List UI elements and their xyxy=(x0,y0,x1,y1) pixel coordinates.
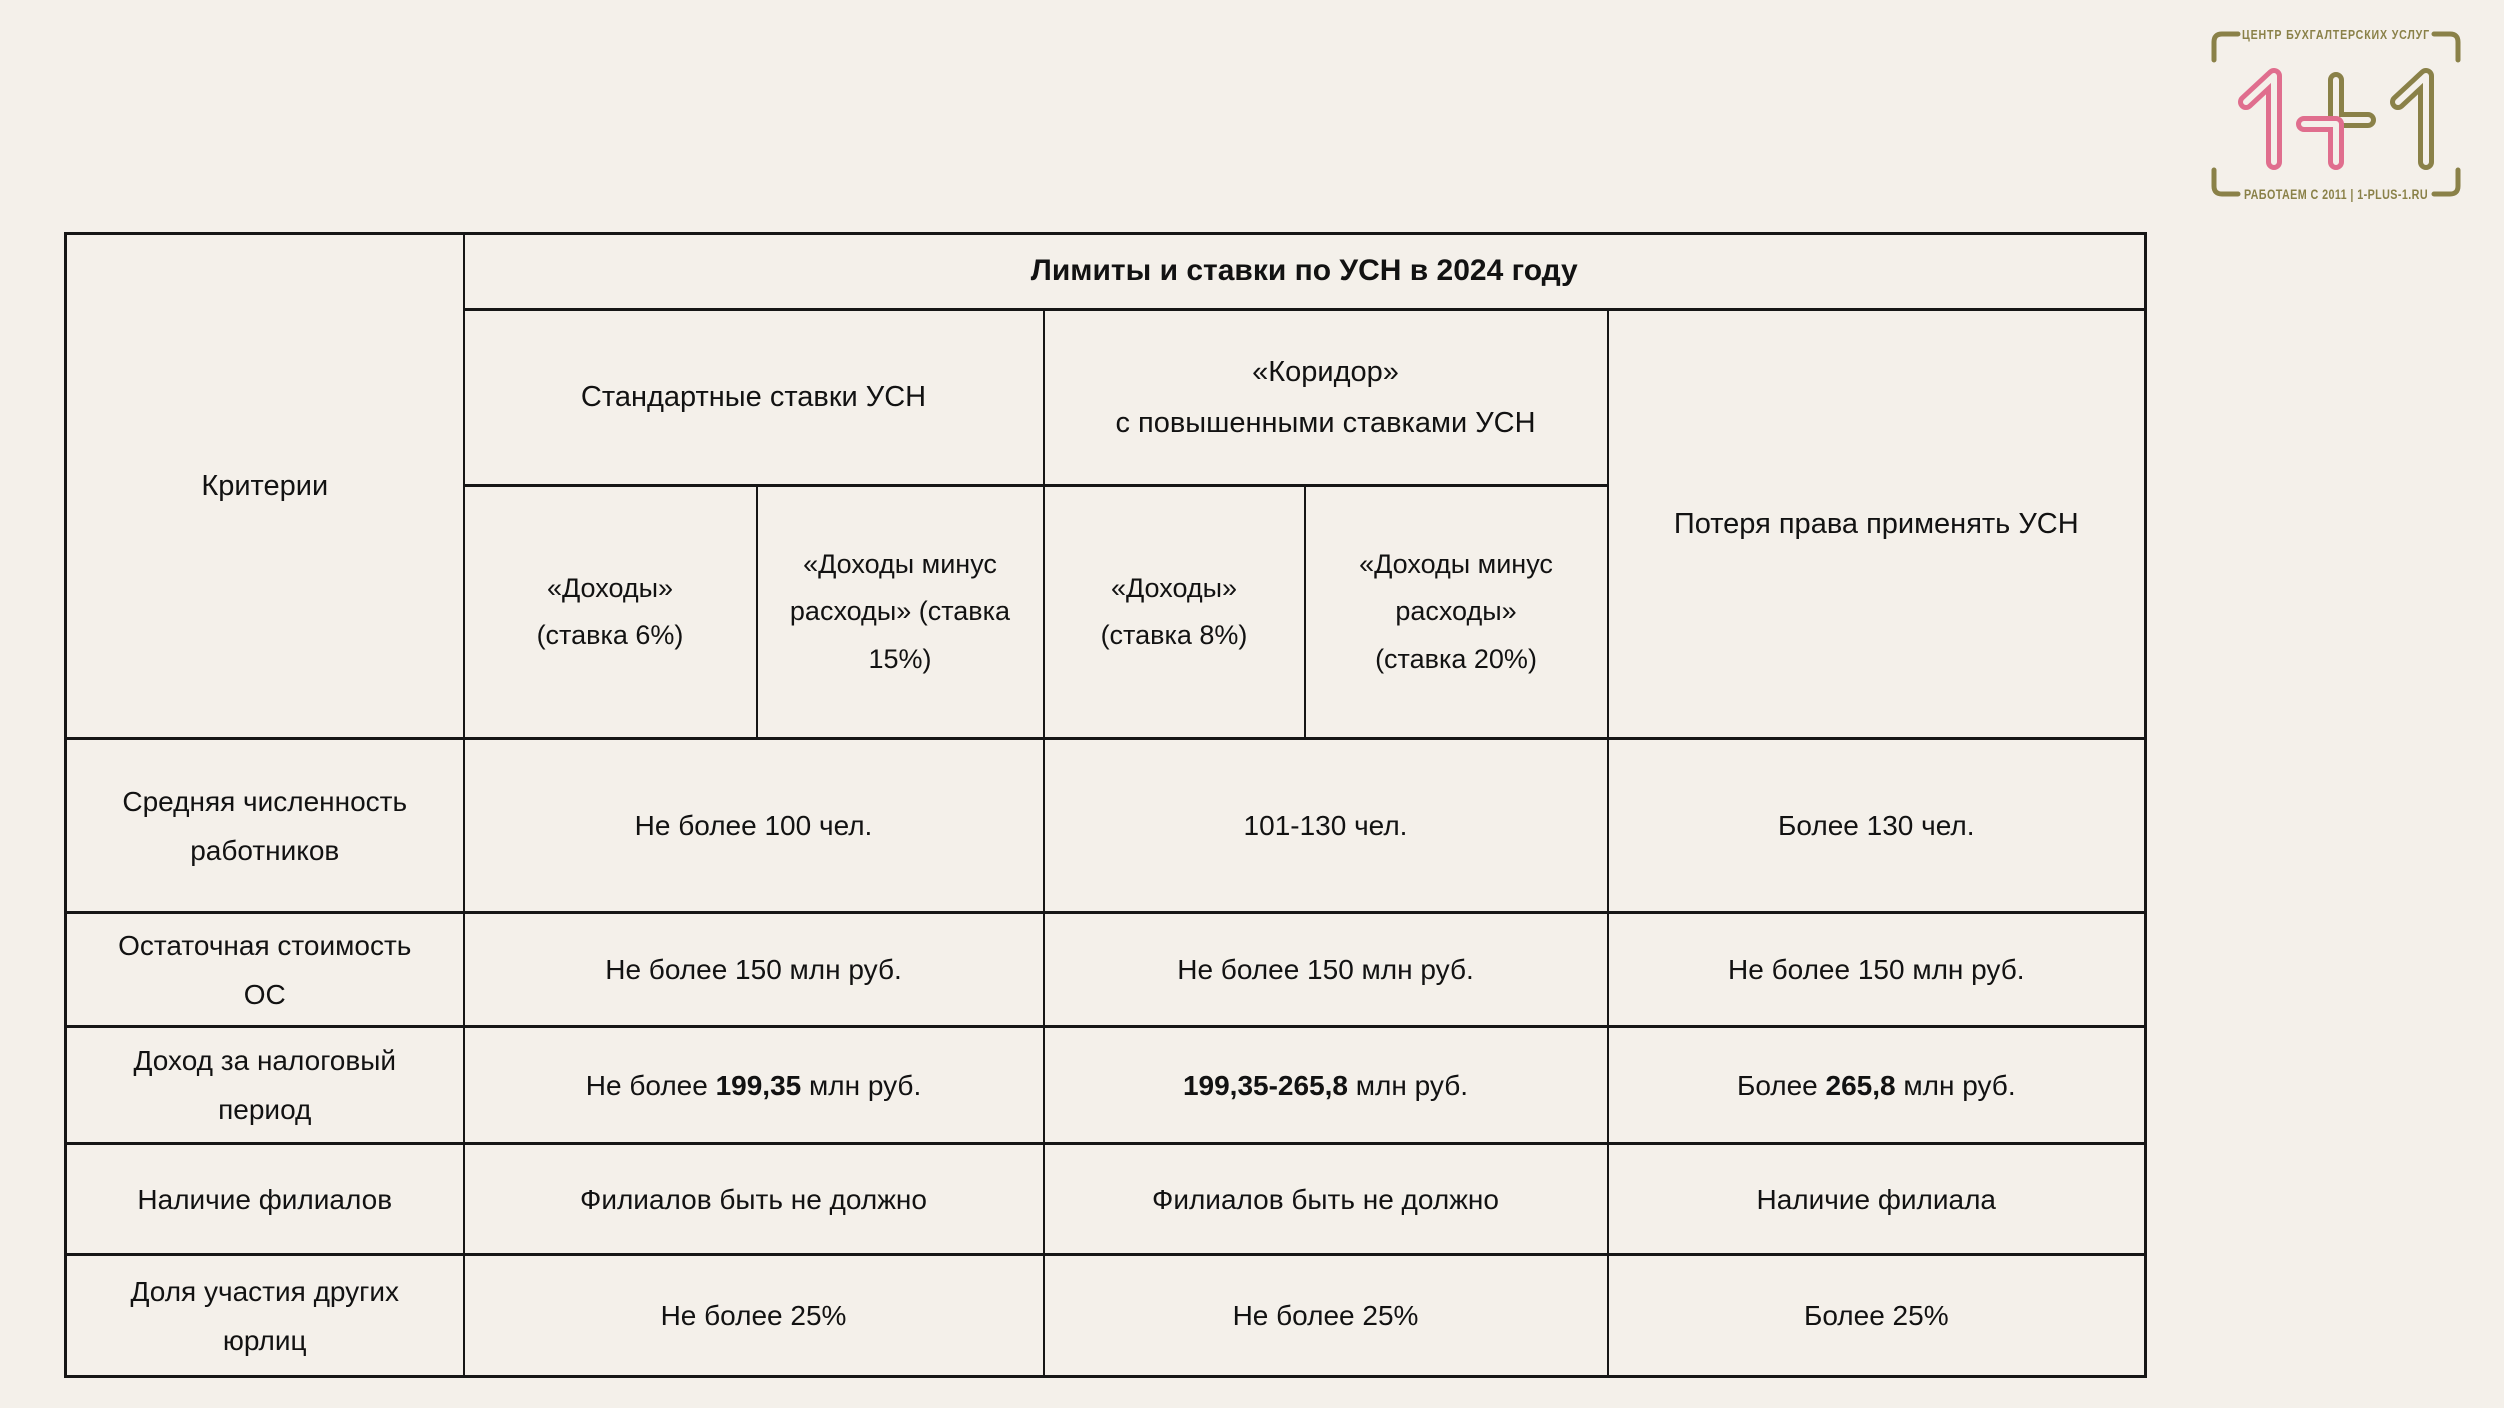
cell-standard: Не более 100 чел. xyxy=(462,737,1045,914)
value-text: Не более 25% xyxy=(660,1300,847,1331)
cell-corridor: 199,35-265,8 млн руб. xyxy=(1042,1025,1609,1145)
value-text: Не более 150 млн руб. xyxy=(1728,954,2025,985)
table-title: Лимиты и ставки по УСН в 2024 году xyxy=(462,232,2147,311)
value-text: Более 25% xyxy=(1803,1300,1949,1331)
row-label: Наличие филиалов xyxy=(64,1142,465,1256)
value-bold: 265,8 xyxy=(1825,1069,1896,1101)
value-text: Не более 150 млн руб. xyxy=(1177,954,1474,985)
value-text: Филиалов быть не должно xyxy=(580,1183,927,1215)
cell-corridor: Филиалов быть не должно xyxy=(1042,1142,1609,1256)
header-row-subcols: «Доходы» (ставка 6%) «Доходы минус расхо… xyxy=(66,484,2146,740)
group-corridor-rates: «Коридор» с повышенными ставками УСН xyxy=(1042,308,1609,487)
cell-standard: Не более 199,35 млн руб. xyxy=(462,1025,1045,1145)
criteria-header-cell: Критерии xyxy=(64,232,465,740)
value-text: Не более 150 млн руб. xyxy=(605,954,902,985)
logo-top-text: ЦЕНТР БУХГАЛТЕРСКИХ УСЛУГ xyxy=(2242,28,2430,42)
logo-bottom-text: РАБОТАЕМ С 2011 | 1-PLUS-1.RU xyxy=(2244,187,2428,202)
table-row-fixed-assets: Остаточная стоимость ОС Не более 150 млн… xyxy=(64,911,2147,1028)
row-label: Доход за налоговый период xyxy=(64,1025,465,1145)
cell-corridor: Не более 25% xyxy=(1042,1253,1609,1378)
value-text: Не более xyxy=(585,1069,716,1101)
cell-corridor: 101-130 чел. xyxy=(1042,737,1609,914)
value-text: Филиалов быть не должно xyxy=(1152,1183,1499,1215)
cell-standard: Филиалов быть не должно xyxy=(462,1142,1045,1256)
subcol-income-8: «Доходы» (ставка 8%) xyxy=(1042,484,1306,740)
table-row-headcount: Средняя численность работников Не более … xyxy=(64,737,2147,914)
cell-loss: Более 25% xyxy=(1606,1253,2147,1378)
usn-limits-table: Критерии Лимиты и ставки по УСН в 2024 г… xyxy=(64,232,2148,1378)
value-text: Не более 100 чел. xyxy=(634,810,873,841)
cell-corridor: Не более 150 млн руб. xyxy=(1042,911,1609,1028)
value-text: Более 130 чел. xyxy=(1778,810,1975,841)
company-logo: ЦЕНТР БУХГАЛТЕРСКИХ УСЛУГ РАБОТАЕМ С 201… xyxy=(2211,28,2461,202)
value-text: млн руб. xyxy=(801,1069,922,1101)
value-text: млн руб. xyxy=(1895,1069,2016,1101)
group-loss-of-right: Потеря права применять УСН xyxy=(1606,308,2147,740)
cell-loss: Более 130 чел. xyxy=(1606,737,2147,914)
header-row-title: Критерии Лимиты и ставки по УСН в 2024 г… xyxy=(64,232,2147,740)
cell-loss: Наличие филиала xyxy=(1606,1142,2147,1256)
value-text: Наличие филиала xyxy=(1756,1183,1997,1215)
table-row-branches: Наличие филиалов Филиалов быть не должно… xyxy=(64,1142,2147,1256)
subcol-income-minus-expenses-15: «Доходы минус расходы» (ставка 15%) xyxy=(755,484,1045,740)
value-bold: 199,35-265,8 xyxy=(1182,1069,1349,1101)
header-row-groups: Стандартные ставки УСН «Коридор» с повыш… xyxy=(66,308,2147,740)
table-row-income-limit: Доход за налоговый период Не более 199,3… xyxy=(64,1025,2147,1145)
table-row-ownership-share: Доля участия других юрлиц Не более 25% Н… xyxy=(64,1253,2147,1378)
logo-brackets xyxy=(2211,31,2461,197)
cell-standard: Не более 150 млн руб. xyxy=(462,911,1045,1028)
value-text: млн руб. xyxy=(1348,1069,1469,1101)
logo-mark-1-plus-1 xyxy=(2238,68,2434,170)
row-label: Средняя численность работников xyxy=(64,737,465,914)
group-standard-rates: Стандартные ставки УСН xyxy=(462,308,1045,487)
row-label: Остаточная стоимость ОС xyxy=(64,911,465,1028)
cell-standard: Не более 25% xyxy=(462,1253,1045,1378)
value-text: Не более 25% xyxy=(1232,1300,1419,1331)
subcol-income-6: «Доходы» (ставка 6%) xyxy=(462,484,758,740)
value-text: Более xyxy=(1736,1069,1826,1101)
value-text: 101-130 чел. xyxy=(1243,810,1408,841)
cell-loss: Более 265,8 млн руб. xyxy=(1606,1025,2147,1145)
subcol-income-minus-expenses-20: «Доходы минус расходы» (ставка 20%) xyxy=(1303,484,1609,740)
value-bold: 199,35 xyxy=(715,1069,802,1101)
cell-loss: Не более 150 млн руб. xyxy=(1606,911,2147,1028)
row-label: Доля участия других юрлиц xyxy=(64,1253,465,1378)
